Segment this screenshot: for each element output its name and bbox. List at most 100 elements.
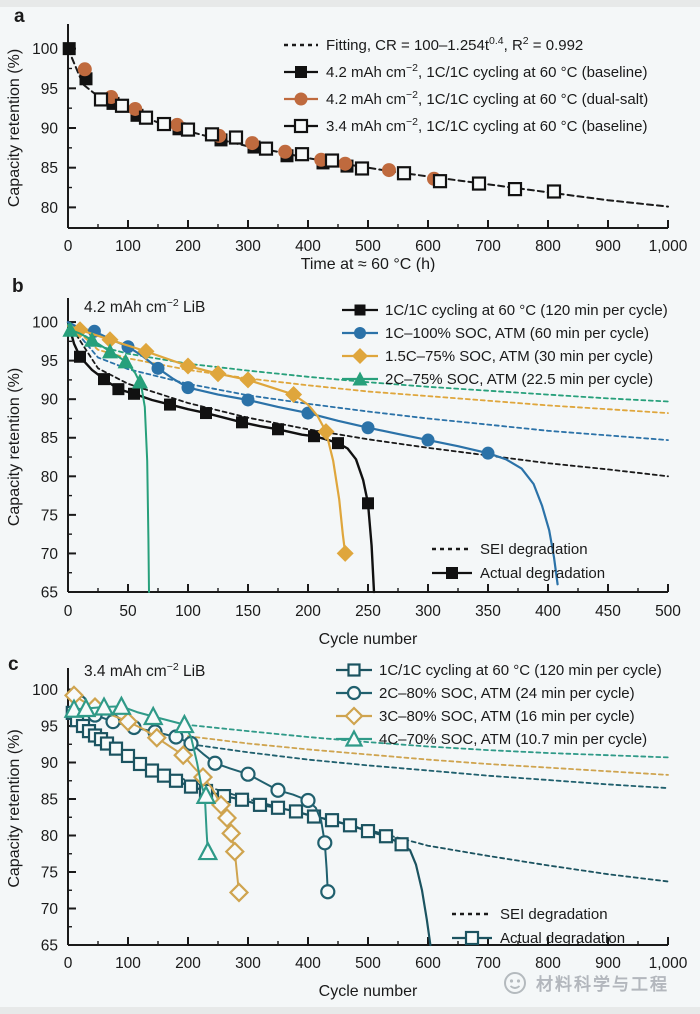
x-tick-label: 400 [535,603,561,620]
legend-label: 4C–70% SOC, ATM (10.7 min per cycle) [379,731,647,748]
x-tick-label: 500 [655,603,681,620]
series-actual-1c-100soc-blue [66,320,559,586]
y-tick-label: 85 [41,430,58,447]
series-actual-2c-75soc-teal [62,321,150,593]
panel-inner-title: 3.4 mAh cm−2 LiB [84,661,205,680]
x-tick-label: 50 [119,603,137,620]
y-axis-label: Capacity retention (%) [6,49,23,207]
x-tick-label: 800 [535,238,561,255]
y-tick-label: 95 [41,353,58,370]
square-open-marker [204,127,220,142]
axes: 0 100 200 300 400 500 600 700 800 900 1,000 80 85 90 9… [32,24,688,255]
diamond-filled-marker [317,423,335,441]
square-open-marker [354,161,370,176]
legend-label: 1.5C–75% SOC, ATM (30 min per cycle) [385,348,653,365]
triangle-open-marker [195,784,217,804]
diamond-filled-marker [209,365,227,383]
x-tick-label: 700 [475,238,501,255]
panel-c-legend-2: SEI degradation Actual degradation [452,906,625,947]
circle-filled-marker [382,163,396,178]
square-open-marker [293,118,309,134]
x-tick-label: 200 [175,238,201,255]
x-tick-label: 300 [235,955,261,972]
panel-c-chart: 0 100 200 300 400 500 600 700 800 900 1,000 65 70 75 8… [6,654,688,1000]
series-actual-1c1c-open-squares [65,705,432,947]
diamond-filled-marker [101,331,119,349]
y-tick-label: 100 [32,682,58,699]
x-tick-label: 100 [175,603,201,620]
series-sei-teal-dashed [67,321,669,403]
square-open-marker [258,141,274,156]
circle-filled-marker [361,421,375,435]
circle-filled-marker [481,446,495,460]
y-tick-label: 80 [41,469,59,486]
diamond-open-marker [210,794,232,815]
circle-open-marker [207,755,223,771]
square-open-marker [138,110,154,125]
y-tick-label: 90 [41,121,59,138]
triangle-open-marker [174,713,195,734]
x-tick-label: 700 [475,955,501,972]
series-4.2-baseline-squares [62,42,354,173]
square-open-marker [132,756,148,772]
series-sei-black-dashed [67,321,669,478]
y-tick-label: 65 [41,938,58,955]
y-tick-label: 75 [41,865,58,882]
series-sei-2c-dashed [190,743,669,790]
diamond-filled-marker [285,386,303,404]
diamond-open-marker [216,807,238,829]
square-open-marker [432,174,448,189]
series-sei-blue-dashed [67,321,669,442]
x-tick-label: 1,000 [649,955,688,972]
square-open-marker [168,773,184,788]
diamond-open-marker [224,841,245,862]
square-open-marker [114,98,130,113]
square-open-marker [108,741,124,756]
panel-b-chart: 0 50 100 150 200 250 300 350 400 450 500 65 70 75 80 85… [6,276,681,648]
square-filled-marker [332,437,344,450]
triangle-open-marker [93,696,115,716]
square-open-marker [360,824,376,839]
legend-label: 4.2 mAh cm−2, 1C/1C cycling at 60 °C (ba… [326,62,647,81]
axes: 0 50 100 150 200 250 300 350 400 450 500 65 70 75 80 85… [32,298,681,620]
x-tick-label: 0 [64,603,73,620]
circle-filled-marker [314,152,329,167]
square-open-marker [252,797,268,812]
square-filled-marker [446,567,458,579]
legend-label: 2C–75% SOC, ATM (22.5 min per cycle) [385,371,653,388]
x-tick-label: 500 [355,238,381,255]
y-tick-label: 90 [41,392,59,409]
square-open-marker [156,768,172,783]
square-open-marker [464,930,480,946]
triangle-filled-marker [352,371,368,386]
y-tick-label: 70 [41,546,59,563]
x-axis-label: Time at ≈ 60 °C (h) [301,256,436,272]
x-tick-label: 0 [64,238,73,255]
square-open-marker [180,122,196,137]
diamond-filled-marker [179,357,197,375]
triangle-open-marker [142,705,164,726]
square-open-marker [144,763,160,778]
x-tick-label: 200 [175,955,201,972]
x-tick-label: 250 [355,603,381,620]
square-open-marker [471,176,487,191]
legend-label: SEI degradation [480,541,588,558]
square-open-marker [394,837,409,852]
x-tick-label: 1,000 [649,238,688,255]
circle-filled-marker [338,156,353,171]
diamond-open-marker [221,823,242,844]
y-tick-label: 85 [41,792,58,809]
circle-open-marker [346,685,362,701]
x-tick-label: 500 [355,955,381,972]
triangle-filled-marker [62,321,79,337]
square-open-marker [378,829,394,844]
circle-filled-marker [181,381,195,395]
square-open-marker [183,779,199,794]
x-axis-label: Cycle number [319,983,418,1000]
diamond-filled-marker [239,371,257,389]
circle-filled-marker [421,433,435,447]
square-open-marker [324,153,340,168]
square-open-marker [294,147,310,162]
circle-filled-marker [77,62,92,77]
